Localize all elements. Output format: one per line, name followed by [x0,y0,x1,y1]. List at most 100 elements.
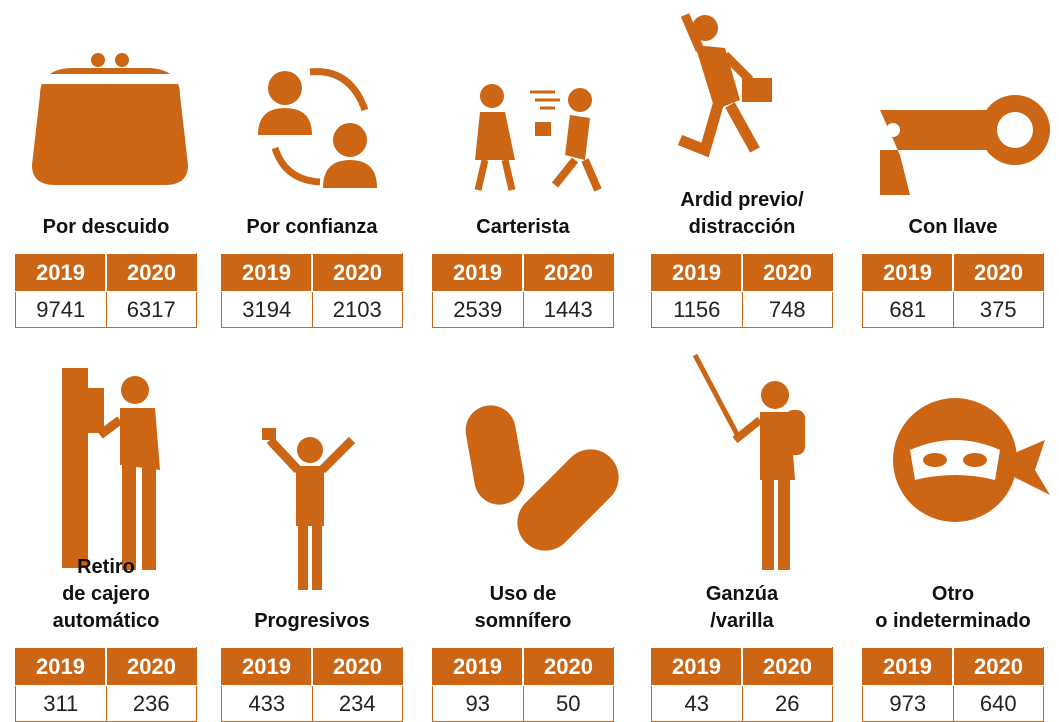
year-header: 2019 [222,254,313,292]
value-cell: 43 [652,686,743,722]
value-row: 433234 [222,686,403,722]
purse-icon [32,53,188,185]
item-label: Por descuido [6,214,206,241]
atm-icon [62,368,160,570]
year-header: 2020 [106,254,197,292]
value-cell: 1443 [523,292,614,328]
value-cell: 93 [433,686,524,722]
people-icon [258,71,377,188]
item-label: Ardid previo/distracción [642,187,842,241]
year-header: 2019 [863,254,954,292]
value-cell: 2539 [433,292,524,328]
progressive-icon [262,428,352,590]
label-line: Ganzúa [642,581,842,608]
value-cell: 26 [742,686,833,722]
year-header: 2019 [863,648,954,686]
label-line: Progresivos [212,608,412,635]
label-line: Otro [853,581,1053,608]
page: (() => { const data = JSON.parse(documen… [0,0,1059,721]
year-header: 2020 [312,648,403,686]
lockpick-icon [695,355,805,570]
item-label: Ganzúa/varilla [642,581,842,635]
year-header: 2020 [523,254,614,292]
item-label: Carterista [423,214,623,241]
label-line: Uso de [423,581,623,608]
value-cell: 236 [106,686,197,722]
label-line: de cajero [6,581,206,608]
year-header: 2020 [106,648,197,686]
year-header: 2019 [652,648,743,686]
year-header: 2020 [953,648,1044,686]
label-line: distracción [642,214,842,241]
value-cell: 50 [523,686,614,722]
year-header: 2020 [312,254,403,292]
key-icon [880,95,1050,195]
label-line: Con llave [853,214,1053,241]
year-header: 2019 [16,648,107,686]
value-cell: 1156 [652,292,743,328]
value-cell: 375 [953,292,1044,328]
value-cell: 640 [953,686,1044,722]
label-line: /varilla [642,608,842,635]
value-cell: 311 [16,686,107,722]
pills-icon [462,401,631,562]
year-header: 2019 [433,648,524,686]
item-label: Por confianza [212,214,412,241]
label-line: Por confianza [212,214,412,241]
mask-icon [893,398,1050,522]
label-line: Ardid previo/ [642,187,842,214]
value-cell: 973 [863,686,954,722]
year-header: 2020 [742,254,833,292]
label-line: Por descuido [6,214,206,241]
item-label: Con llave [853,214,1053,241]
value-cell: 9741 [16,292,107,328]
label-line: Retiro [6,554,206,581]
header-row: 20192020 [433,254,614,292]
distraction-icon [680,15,772,150]
header-row: 20192020 [222,648,403,686]
label-line: somnífero [423,608,623,635]
label-line: o indeterminado [853,608,1053,635]
value-cell: 6317 [106,292,197,328]
value-cell: 748 [742,292,833,328]
year-header: 2020 [523,648,614,686]
year-header: 2019 [652,254,743,292]
value-cell: 3194 [222,292,313,328]
year-header: 2019 [16,254,107,292]
label-line: automático [6,608,206,635]
value-cell: 681 [863,292,954,328]
value-cell: 234 [312,686,403,722]
year-header: 2020 [953,254,1044,292]
year-header: 2020 [742,648,833,686]
pickpocket-icon [475,84,598,190]
label-line: Carterista [423,214,623,241]
value-cell: 2103 [312,292,403,328]
item-label: Progresivos [212,608,412,635]
